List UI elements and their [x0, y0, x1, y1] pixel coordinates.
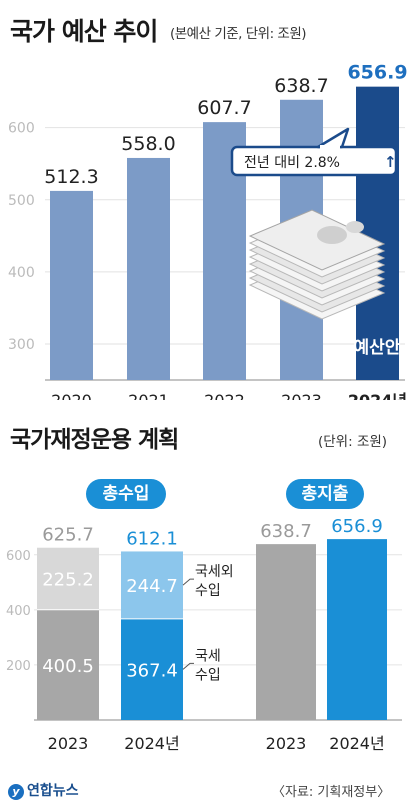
nontax-value-label: 225.2 — [42, 570, 94, 591]
tax-revenue-bar — [121, 618, 183, 720]
y-tick-label: 500 — [8, 193, 35, 209]
fiscal-plan-title: 국가재정운용 계획 — [10, 427, 179, 453]
budget-proposal-tag: 예산안 — [354, 338, 401, 358]
y-tick-label: 300 — [8, 337, 35, 353]
revenue-total-label: 612.1 — [126, 528, 178, 549]
yonhap-logo: y 연합뉴스 — [8, 780, 79, 800]
tax-value-label: 400.5 — [42, 656, 94, 677]
fiscal-plan-chart: 200 400 600 400.5 225.2 625.7 2023 367.4 244.7 61… — [6, 516, 402, 753]
total-expenditure-label: 총지출 — [286, 479, 364, 509]
x-tick-label: 2024년 — [124, 734, 179, 753]
fiscal-plan-unit: (단위: 조원) — [318, 434, 388, 450]
x-tick-label: 2024년 — [329, 734, 384, 753]
y-tick-label: 600 — [6, 549, 31, 564]
bar-value-label: 656.9 — [347, 62, 407, 84]
x-tick-label: 2024년 — [348, 391, 407, 400]
tax-revenue-bar — [37, 609, 99, 720]
budget-bar — [356, 86, 399, 380]
legend-nontax-line2: 수입 — [195, 583, 221, 599]
y-tick-label: 200 — [6, 659, 31, 674]
top-bill — [248, 209, 386, 271]
y-tick-label: 400 — [8, 265, 35, 281]
main-subtitle: (본예산 기준, 단위: 조원) — [170, 26, 307, 42]
nontax-revenue-bar — [37, 547, 99, 610]
revenue-total-label: 625.7 — [42, 525, 94, 546]
bar-value-label: 558.0 — [121, 133, 175, 155]
expenditure-bar — [327, 539, 387, 720]
legend-tax-line2: 수입 — [195, 667, 221, 683]
x-tick-label: 2023 — [281, 391, 322, 400]
up-arrow-icon: ↑ — [384, 153, 397, 171]
legend-nontax-line1: 국세외 — [195, 564, 234, 580]
logo-text: 연합뉴스 — [27, 783, 79, 799]
bar-value-label: 512.3 — [44, 166, 98, 188]
source-note: 〈자료: 기획재정부〉 — [272, 785, 391, 800]
bill-portrait-2 — [346, 221, 364, 233]
x-tick-label: 2023 — [266, 734, 307, 753]
budget-bar — [50, 190, 93, 380]
bar-value-label: 607.7 — [197, 97, 251, 119]
x-tick-label: 2023 — [48, 734, 89, 753]
callout-pointer-mask — [320, 145, 340, 150]
callout-text: 전년 대비 2.8% — [244, 155, 340, 171]
expenditure-value-label: 638.7 — [260, 521, 312, 542]
bar-value-label: 638.7 — [274, 75, 328, 97]
logo-mark-icon: y — [8, 784, 24, 800]
budget-trend-chart: 300 400 500 600 512.3 2020 558.0 2021 607.7 2022 6… — [8, 62, 408, 400]
nontax-revenue-bar — [121, 551, 183, 619]
legend-leader — [182, 662, 194, 670]
y-tick-label: 600 — [8, 121, 35, 137]
total-revenue-label: 총수입 — [86, 479, 166, 509]
bill-portrait — [317, 226, 347, 244]
legend-tax-line1: 국세 — [195, 648, 221, 664]
x-tick-label: 2021 — [128, 391, 169, 400]
money-stack-icon — [248, 209, 386, 320]
main-title: 국가 예산 추이 — [10, 17, 158, 46]
x-tick-label: 2022 — [204, 391, 245, 400]
nontax-value-label: 244.7 — [126, 576, 178, 597]
budget-bar — [127, 157, 170, 380]
legend-leader — [182, 578, 194, 586]
x-tick-label: 2020 — [51, 391, 92, 400]
expenditure-bar — [256, 544, 316, 720]
callout-box — [230, 145, 398, 177]
y-tick-label: 400 — [6, 604, 31, 619]
expenditure-value-label: 656.9 — [331, 516, 383, 537]
tax-value-label: 367.4 — [126, 660, 178, 681]
